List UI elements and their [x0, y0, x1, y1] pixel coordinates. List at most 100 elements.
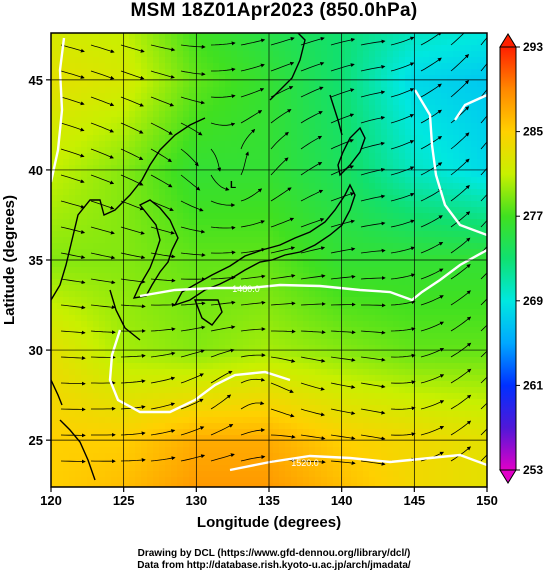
field-cell — [201, 381, 208, 388]
field-cell — [207, 225, 214, 232]
field-cell — [255, 129, 262, 136]
field-cell — [117, 393, 124, 400]
field-cell — [285, 285, 292, 292]
field-cell — [267, 435, 274, 442]
field-cell — [345, 381, 352, 388]
field-cell — [165, 261, 172, 268]
field-cell — [189, 369, 196, 376]
field-cell — [219, 351, 226, 358]
field-cell — [141, 345, 148, 352]
field-cell — [141, 111, 148, 118]
field-cell — [363, 165, 370, 172]
field-cell — [189, 273, 196, 280]
field-cell — [441, 375, 448, 382]
field-cell — [159, 123, 166, 130]
field-cell — [435, 123, 442, 130]
field-cell — [99, 141, 106, 148]
field-cell — [429, 411, 436, 418]
field-cell — [477, 165, 484, 172]
field-cell — [243, 81, 250, 88]
field-cell — [363, 51, 370, 58]
field-cell — [237, 147, 244, 154]
field-cell — [135, 363, 142, 370]
field-cell — [141, 267, 148, 274]
field-cell — [249, 207, 256, 214]
field-cell — [243, 369, 250, 376]
field-cell — [195, 123, 202, 130]
field-cell — [165, 285, 172, 292]
field-cell — [237, 57, 244, 64]
field-cell — [93, 303, 100, 310]
field-cell — [75, 243, 82, 250]
field-cell — [189, 387, 196, 394]
field-cell — [279, 177, 286, 184]
field-cell — [273, 123, 280, 130]
field-cell — [339, 315, 346, 322]
field-cell — [417, 177, 424, 184]
field-cell — [375, 87, 382, 94]
field-cell — [369, 153, 376, 160]
field-cell — [111, 273, 118, 280]
field-cell — [279, 87, 286, 94]
field-cell — [261, 291, 268, 298]
field-cell — [471, 69, 478, 76]
field-cell — [429, 303, 436, 310]
field-cell — [441, 429, 448, 436]
field-cell — [333, 327, 340, 334]
field-cell — [213, 105, 220, 112]
field-cell — [129, 435, 136, 442]
field-cell — [369, 285, 376, 292]
field-cell — [435, 111, 442, 118]
field-cell — [387, 369, 394, 376]
field-cell — [405, 345, 412, 352]
field-cell — [447, 213, 454, 220]
field-cell — [309, 321, 316, 328]
field-cell — [477, 369, 484, 376]
field-cell — [471, 249, 478, 256]
field-cell — [213, 321, 220, 328]
field-cell — [105, 279, 112, 286]
field-cell — [297, 411, 304, 418]
field-cell — [429, 183, 436, 190]
field-cell — [381, 135, 388, 142]
field-cell — [375, 57, 382, 64]
field-cell — [93, 207, 100, 214]
field-cell — [87, 63, 94, 70]
field-cell — [471, 63, 478, 70]
field-cell — [441, 393, 448, 400]
field-cell — [351, 291, 358, 298]
field-cell — [225, 411, 232, 418]
field-cell — [213, 213, 220, 220]
field-cell — [165, 393, 172, 400]
field-cell — [81, 411, 88, 418]
field-cell — [345, 363, 352, 370]
field-cell — [423, 255, 430, 262]
field-cell — [417, 189, 424, 196]
field-cell — [249, 123, 256, 130]
field-cell — [207, 351, 214, 358]
field-cell — [405, 405, 412, 412]
field-cell — [375, 177, 382, 184]
field-cell — [129, 315, 136, 322]
field-cell — [417, 279, 424, 286]
field-cell — [249, 63, 256, 70]
field-cell — [159, 93, 166, 100]
field-cell — [429, 105, 436, 112]
field-cell — [177, 375, 184, 382]
field-cell — [81, 339, 88, 346]
field-cell — [237, 291, 244, 298]
field-cell — [447, 357, 454, 364]
field-cell — [225, 315, 232, 322]
field-cell — [435, 249, 442, 256]
field-cell — [477, 309, 484, 316]
field-cell — [261, 417, 268, 424]
field-cell — [273, 117, 280, 124]
field-cell — [435, 351, 442, 358]
field-cell — [357, 267, 364, 274]
field-cell — [69, 99, 76, 106]
field-cell — [267, 423, 274, 430]
field-cell — [57, 375, 64, 382]
field-cell — [171, 333, 178, 340]
field-cell — [429, 399, 436, 406]
field-cell — [231, 57, 238, 64]
